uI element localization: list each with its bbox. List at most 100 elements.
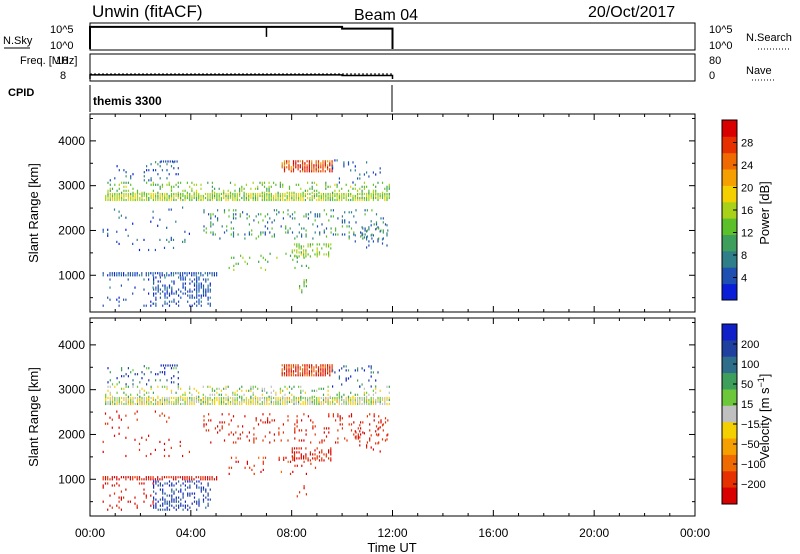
data-cell (360, 427, 362, 430)
data-cell (352, 402, 354, 406)
data-cell (243, 393, 245, 396)
data-cell (291, 455, 293, 458)
data-cell (205, 280, 207, 283)
data-cell (311, 370, 313, 373)
data-cell (277, 192, 279, 196)
data-cell (381, 191, 384, 194)
data-cell (369, 423, 371, 426)
data-cell (157, 288, 159, 291)
data-cell (311, 402, 313, 406)
data-cell (348, 237, 350, 240)
data-cell (305, 229, 307, 232)
data-cell (202, 500, 205, 503)
data-cell (379, 402, 381, 406)
data-cell (218, 387, 220, 390)
data-cell (379, 400, 381, 404)
data-cell (362, 233, 364, 236)
data-cell (162, 502, 164, 505)
data-cell (200, 488, 202, 491)
data-cell (254, 400, 257, 404)
data-cell (305, 233, 307, 236)
data-cell (386, 189, 388, 192)
data-cell (170, 198, 173, 202)
data-cell (184, 278, 186, 281)
data-cell (120, 272, 122, 275)
data-cell (261, 194, 263, 198)
data-cell (339, 415, 341, 418)
data-cell (118, 381, 120, 384)
data-cell (296, 457, 298, 460)
data-cell (188, 272, 190, 275)
data-cell (130, 183, 132, 186)
data-cell (198, 480, 200, 483)
data-cell (364, 209, 366, 212)
data-cell (330, 215, 332, 218)
data-cell (136, 385, 139, 388)
data-cell (171, 494, 173, 497)
data-cell (264, 233, 266, 236)
colorbar-segment (722, 250, 737, 268)
data-cell (132, 222, 134, 225)
data-cell (200, 490, 202, 493)
data-cell (254, 402, 257, 406)
data-cell (217, 209, 219, 212)
data-cell (178, 480, 180, 483)
data-cell (164, 288, 166, 291)
data-cell (284, 192, 286, 196)
data-cell (184, 194, 186, 198)
data-cell (203, 425, 205, 428)
data-cell (316, 194, 318, 198)
data-cell (320, 194, 322, 198)
data-cell (166, 400, 168, 404)
data-cell (155, 196, 157, 200)
data-cell (171, 364, 174, 367)
data-cell (320, 374, 322, 377)
data-cell (118, 496, 120, 499)
data-cell (315, 160, 317, 163)
data-cell (164, 192, 166, 196)
data-cell (173, 167, 175, 170)
data-cell (270, 402, 272, 406)
data-cell (227, 189, 229, 192)
data-cell (129, 500, 131, 503)
data-cell (182, 402, 184, 406)
data-cell (175, 476, 177, 479)
data-cell (384, 396, 386, 400)
data-cell (208, 213, 210, 216)
data-cell (166, 385, 168, 388)
data-cell (277, 398, 279, 402)
data-cell (359, 177, 361, 180)
data-cell (102, 450, 104, 453)
data-cell (345, 369, 347, 372)
data-cell (283, 168, 286, 171)
data-cell (310, 211, 312, 214)
data-cell (159, 504, 161, 507)
data-cell (345, 377, 347, 380)
data-cell (205, 288, 207, 291)
data-cell (300, 194, 302, 198)
data-cell (150, 402, 152, 406)
data-cell (218, 396, 220, 400)
data-cell (386, 185, 388, 188)
data-cell (175, 488, 177, 491)
data-cell (202, 286, 205, 289)
data-cell (323, 229, 325, 232)
data-cell (170, 377, 173, 380)
data-cell (177, 371, 179, 374)
data-cell (184, 198, 186, 202)
data-cell (307, 398, 309, 402)
data-cell (316, 402, 318, 406)
data-cell (372, 240, 374, 243)
data-cell (354, 187, 356, 190)
data-cell (111, 476, 113, 479)
data-cell (357, 177, 359, 180)
data-cell (344, 233, 346, 236)
data-cell (159, 414, 161, 417)
data-cell (175, 272, 177, 275)
data-cell (294, 464, 296, 467)
colorbar-tick-label: −100 (741, 459, 766, 471)
data-cell (263, 400, 266, 404)
data-cell (277, 396, 279, 400)
data-cell (344, 437, 346, 440)
data-cell (157, 508, 159, 511)
